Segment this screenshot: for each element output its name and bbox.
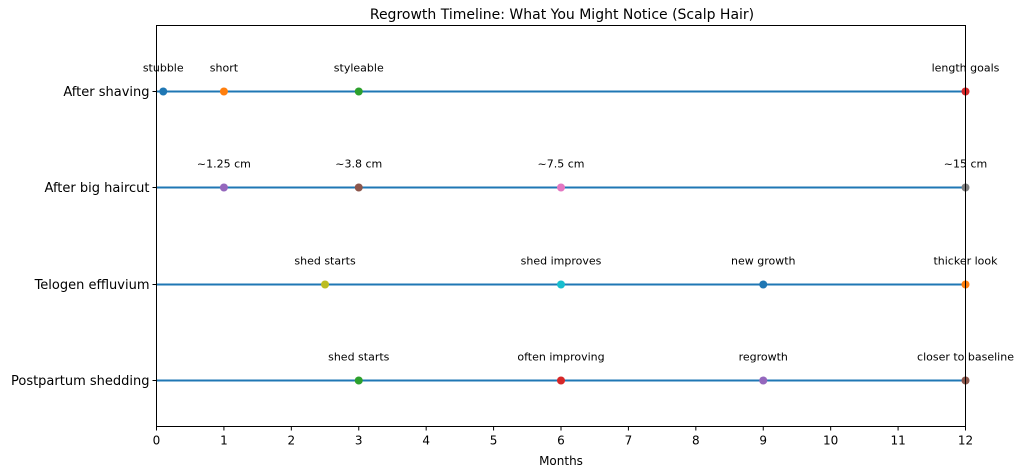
chart-title: Regrowth Timeline: What You Might Notice…: [370, 7, 754, 23]
point-label: shed starts: [328, 351, 390, 364]
timeline-row: Postpartum shedding shed starts often impr…: [11, 351, 1014, 390]
timeline-point: [219, 183, 228, 192]
row-label: After shaving: [63, 85, 149, 100]
x-tick-label: 9: [759, 434, 767, 448]
plot-frame: [156, 25, 966, 427]
timeline-point: [354, 87, 363, 96]
x-tick-label: 3: [355, 434, 363, 448]
timeline-point: [557, 280, 565, 289]
timeline-point: [321, 280, 330, 289]
point-label: ~1.25 cm: [197, 158, 251, 171]
x-tick-label: 8: [692, 434, 700, 448]
timeline-row: Telogen effluvium shed starts shed improve…: [34, 255, 999, 294]
timeline-point: [219, 87, 228, 96]
timeline-point: [557, 183, 565, 192]
point-label: new growth: [731, 255, 796, 268]
row-label: After big haircut: [45, 181, 150, 196]
timeline-point: [759, 280, 768, 289]
timeline-point: [759, 376, 768, 385]
x-tick-label: 0: [153, 434, 161, 448]
timeline-point: [354, 376, 363, 385]
point-label: short: [210, 62, 239, 75]
x-tick-label: 11: [890, 434, 905, 448]
point-label: styleable: [334, 62, 384, 75]
point-label: shed improves: [521, 255, 602, 268]
x-tick-label: 12: [958, 434, 973, 448]
row-label: Telogen effluvium: [34, 278, 150, 293]
x-tick-label: 10: [823, 434, 838, 448]
x-tick-label: 7: [625, 434, 633, 448]
point-label: shed starts: [294, 255, 356, 268]
point-label: often improving: [517, 351, 604, 364]
timeline-row: After big haircut~1.25 cm ~3.8 cm ~7.5 cm ~…: [45, 158, 988, 197]
timeline-point: [557, 376, 565, 385]
x-tick-label: 5: [490, 434, 498, 448]
point-label: stubble: [143, 62, 184, 75]
row-label: Postpartum shedding: [11, 374, 150, 389]
point-label: ~3.8 cm: [335, 158, 382, 171]
timeline-point: [354, 183, 363, 192]
x-tick-label: 6: [557, 434, 565, 448]
x-tick-label: 4: [422, 434, 430, 448]
point-label: regrowth: [739, 351, 788, 364]
x-axis-label: Months: [539, 454, 583, 468]
x-tick-label: 2: [288, 434, 296, 448]
timeline-point: [159, 87, 168, 96]
x-tick-label: 1: [220, 434, 228, 448]
point-label: ~7.5 cm: [538, 158, 585, 171]
x-axis: 0 1 2 3 4 5 6 7 8 9 10 11 12: [153, 426, 973, 448]
